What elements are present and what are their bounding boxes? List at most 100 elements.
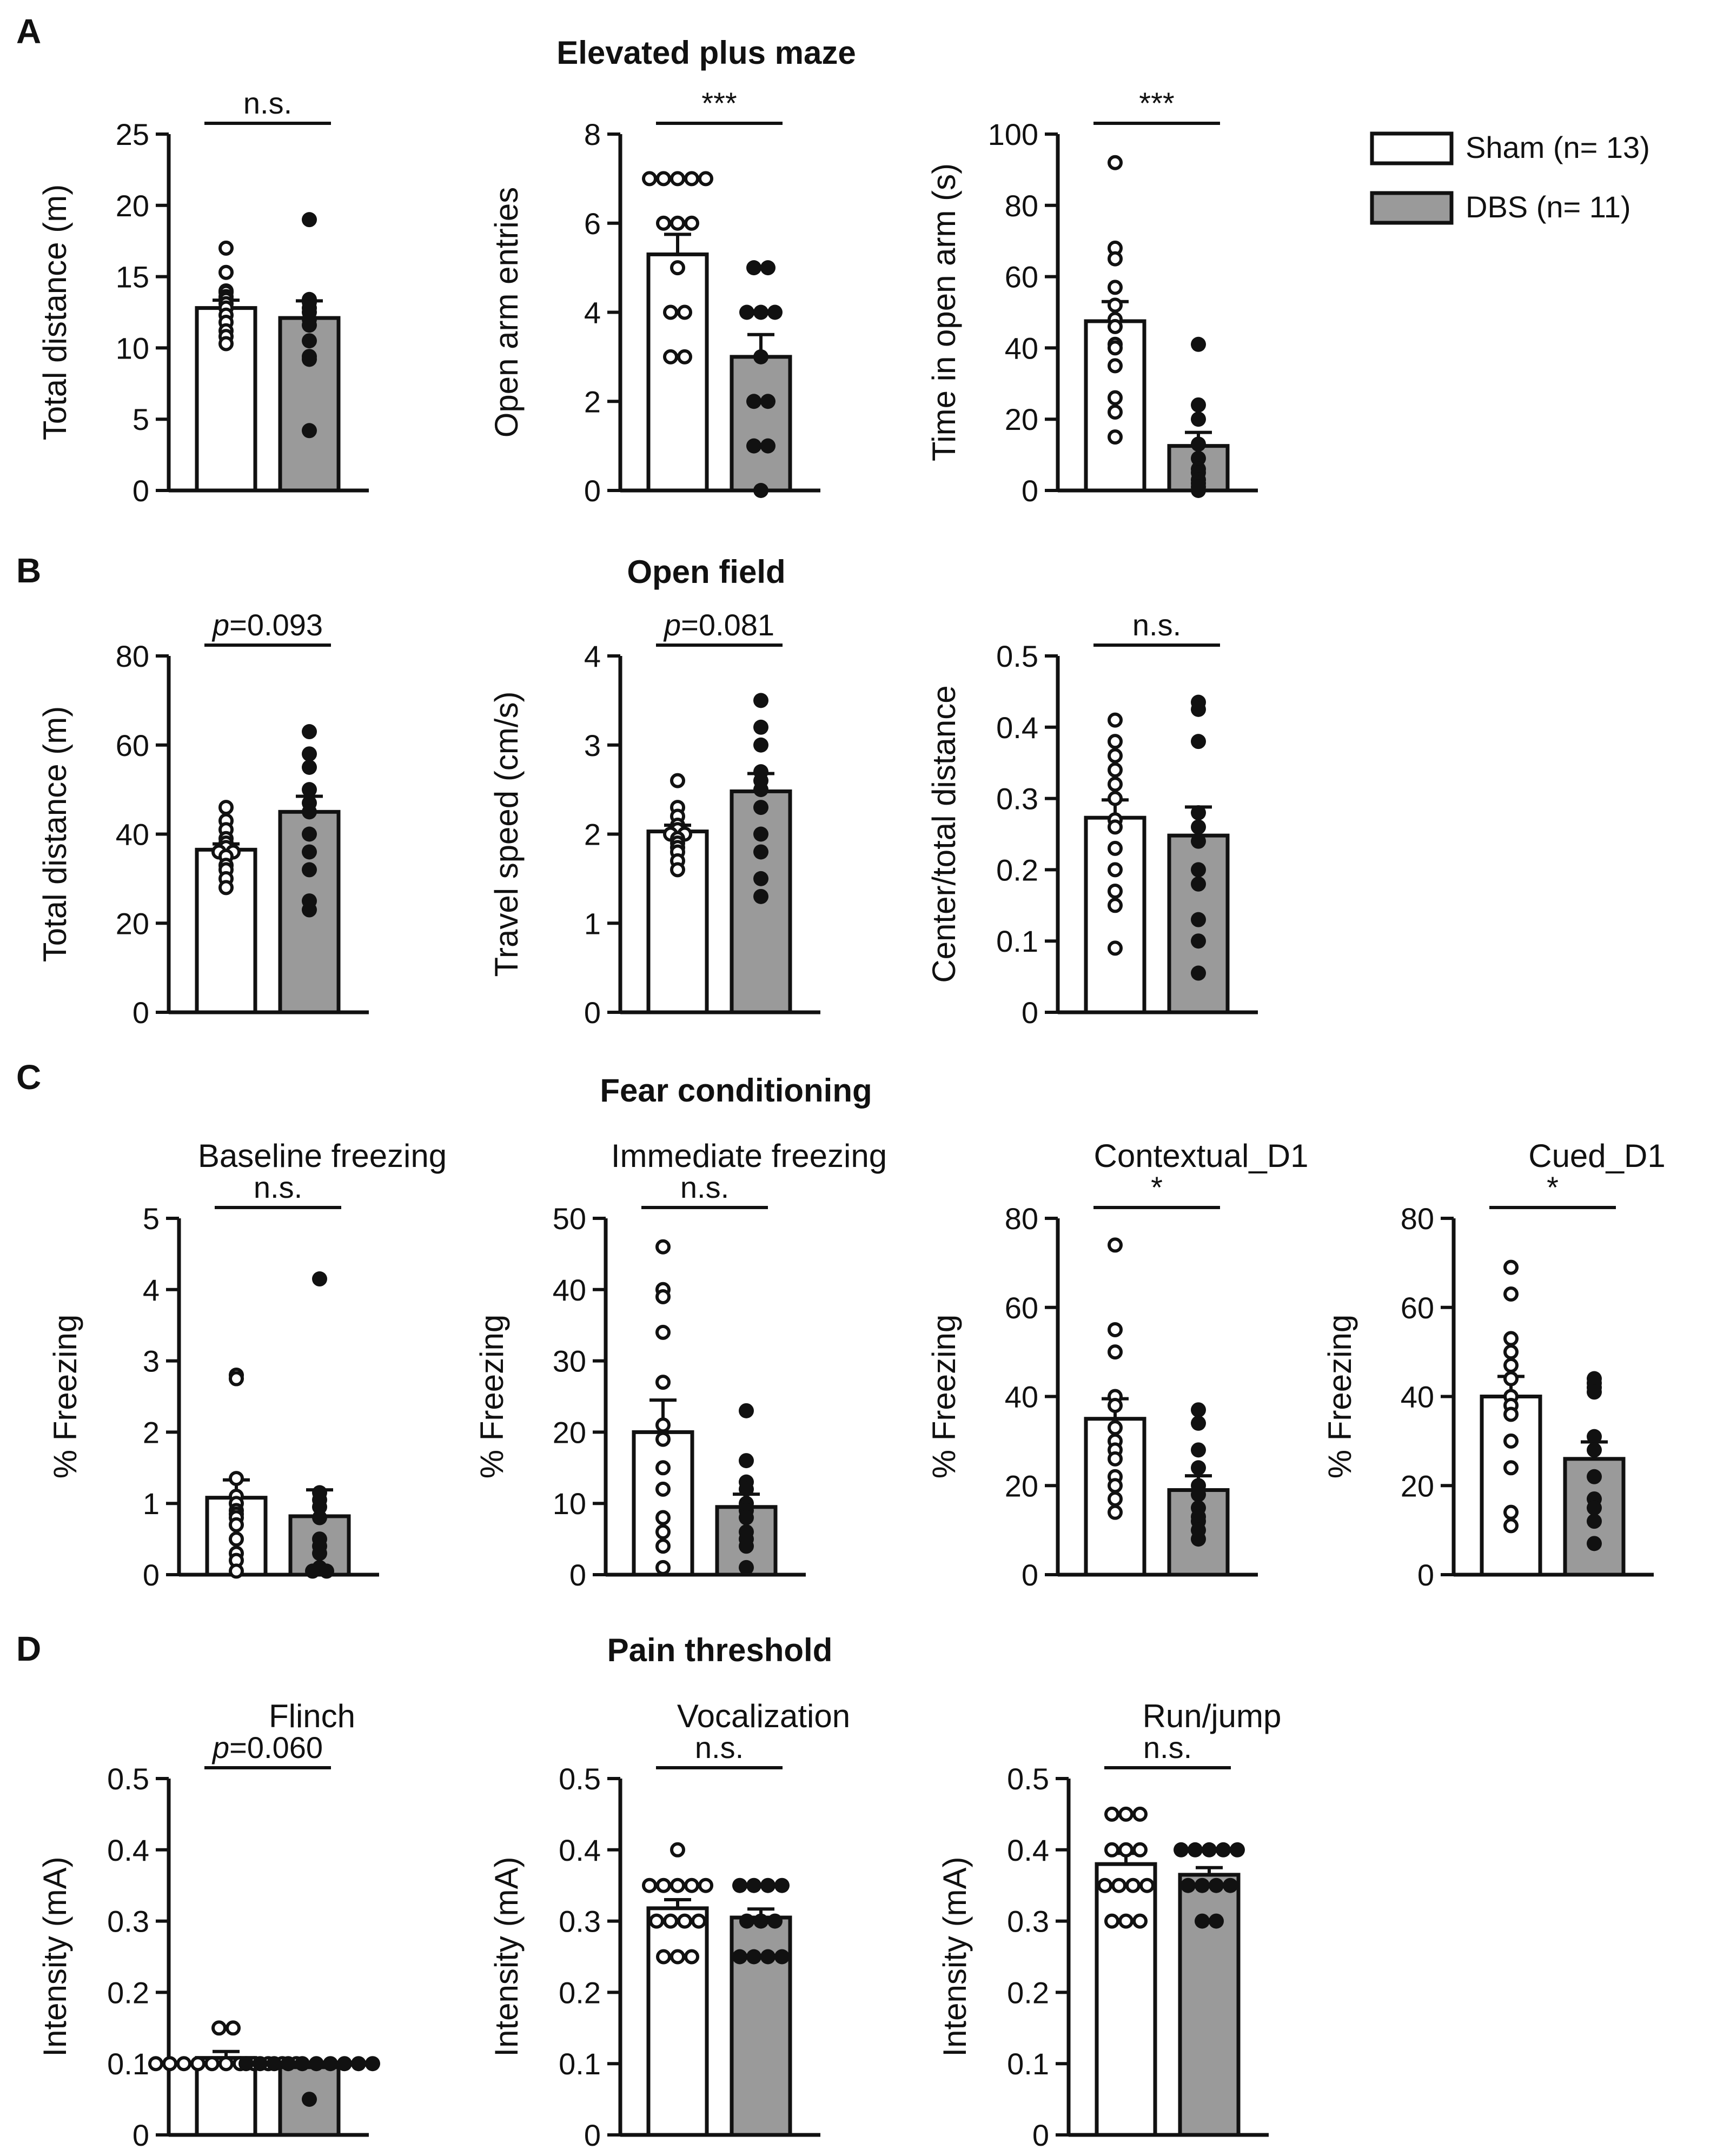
y-tick-label: 40	[1005, 331, 1038, 365]
y-tick-label: 20	[1401, 1469, 1434, 1503]
data-point	[655, 1510, 671, 1525]
significance-label: p=0.081	[663, 608, 774, 642]
data-point	[655, 1560, 671, 1575]
data-point	[655, 1239, 671, 1255]
chart-4: 0 20 40 60 80 Total distance (m) p=0.093	[37, 608, 369, 1030]
chart-3: 0 20 40 60 80 100 Time in open arm (s) ***	[926, 86, 1258, 508]
y-axis-label: Intensity (mA)	[937, 1856, 973, 2057]
y-axis-label: Open arm entries	[488, 187, 525, 438]
data-point	[746, 1949, 761, 1965]
data-point	[302, 782, 317, 798]
y-tick-label: 0.2	[1007, 1975, 1049, 2009]
chart-5: 0 1 2 3 4 Travel speed (cm/s) p=0.081	[488, 608, 820, 1030]
y-tick-label: 0.5	[996, 639, 1038, 673]
significance-label: ***	[1139, 86, 1174, 120]
y-tick-label: 80	[1005, 189, 1038, 223]
data-point	[302, 724, 317, 740]
chart-subtitle: Contextual_D1	[1094, 1138, 1309, 1174]
chart-13: 0 0.1 0.2 0.3 0.4 0.5 Intensity (mA) Run/jumpn.…	[937, 1698, 1281, 2152]
data-point	[365, 2056, 380, 2072]
data-point	[684, 171, 699, 187]
data-point	[302, 212, 317, 228]
data-point	[684, 1949, 699, 1965]
y-tick-label: 0.2	[996, 853, 1038, 887]
data-point	[746, 1878, 761, 1893]
y-tick-label: 0	[584, 2118, 601, 2152]
data-point	[1139, 1878, 1155, 1893]
data-point	[1108, 1451, 1123, 1467]
bar-sham	[646, 252, 709, 493]
chart-2: 0 2 4 6 8 Open arm entries ***	[488, 86, 820, 508]
data-point	[642, 1878, 657, 1893]
series-sham	[1095, 1806, 1157, 2137]
data-point	[670, 1878, 685, 1893]
y-axis-label: Total distance (m)	[37, 706, 73, 963]
data-point	[1108, 883, 1123, 899]
series-dbs	[238, 2056, 380, 2137]
y-tick-label: 40	[1005, 1380, 1038, 1414]
data-point	[739, 1538, 754, 1554]
data-point	[739, 1403, 754, 1418]
data-point	[1108, 1478, 1123, 1494]
data-point	[684, 1878, 699, 1893]
series-sham	[195, 800, 257, 1014]
data-point	[746, 394, 761, 409]
y-tick-label: 60	[1005, 260, 1038, 294]
data-point	[305, 1563, 320, 1579]
data-point	[351, 2056, 366, 2072]
y-tick-label: 0	[132, 996, 149, 1030]
data-point	[739, 1453, 754, 1469]
data-point	[1503, 1504, 1519, 1520]
y-tick-label: 0.4	[107, 1833, 149, 1867]
series-sham	[205, 1367, 268, 1579]
chart-12: 0 0.1 0.2 0.3 0.4 0.5 Intensity (mA) Vocalizati…	[488, 1698, 850, 2152]
p-value: =0.093	[229, 608, 323, 642]
p-symbol: p	[663, 608, 681, 642]
data-point	[670, 1949, 685, 1965]
data-point	[319, 1563, 334, 1579]
data-point	[1108, 1322, 1123, 1337]
significance-label: n.s.	[680, 1170, 729, 1204]
y-tick-label: 5	[143, 1202, 160, 1236]
data-point	[302, 862, 317, 878]
y-tick-label: 0	[1022, 474, 1038, 508]
data-point	[148, 2056, 163, 2072]
data-point	[1503, 1259, 1519, 1275]
data-point	[663, 349, 678, 364]
y-tick-label: 0.4	[996, 711, 1038, 745]
section-titles: Elevated plus maze Open field Fear condi…	[556, 35, 872, 1668]
significance-label: n.s.	[254, 1170, 302, 1204]
data-point	[1230, 1842, 1245, 1858]
data-point	[760, 394, 775, 409]
data-point	[732, 1949, 747, 1965]
chart-subtitle: Flinch	[269, 1698, 355, 1734]
data-point	[1503, 1371, 1519, 1387]
data-point	[1118, 1842, 1134, 1858]
data-point	[1223, 1878, 1238, 1893]
bar-sham	[1480, 1395, 1542, 1577]
data-point	[218, 2056, 234, 2072]
data-point	[670, 773, 685, 788]
y-axis-label: % Freezing	[1322, 1315, 1358, 1478]
y-axis-label: Travel speed (cm/s)	[488, 692, 525, 977]
section-title-d: Pain threshold	[607, 1632, 833, 1668]
data-point	[753, 826, 768, 842]
series-sham	[642, 1842, 713, 2137]
y-tick-label: 0	[1417, 1558, 1434, 1592]
y-axis-label: % Freezing	[47, 1315, 83, 1478]
data-point	[1108, 1420, 1123, 1436]
y-tick-label: 1	[143, 1487, 160, 1521]
data-point	[312, 1271, 327, 1287]
data-point	[1191, 701, 1206, 717]
data-point	[739, 1913, 754, 1929]
y-tick-label: 0	[584, 996, 601, 1030]
data-point	[1104, 1842, 1119, 1858]
data-point	[732, 1878, 747, 1893]
series-dbs	[1174, 1842, 1245, 2137]
data-point	[302, 317, 317, 333]
y-tick-label: 0.1	[559, 2047, 601, 2081]
data-point	[1195, 1878, 1210, 1893]
data-point	[746, 260, 761, 276]
bar-sham	[1095, 1862, 1157, 2137]
y-tick-label: 40	[116, 818, 149, 852]
